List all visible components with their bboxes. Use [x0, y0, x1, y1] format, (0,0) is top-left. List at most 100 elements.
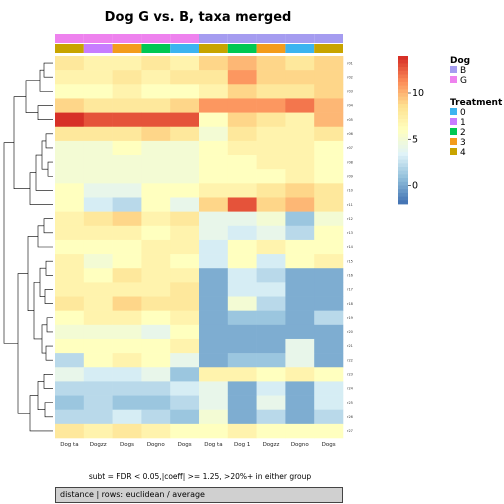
heatmap-cell: [227, 56, 257, 71]
color-scale-step: [398, 178, 408, 183]
heatmap-cell: [314, 211, 344, 227]
heatmap-cell: [83, 268, 113, 283]
heatmap-cell: [141, 310, 171, 326]
heatmap-cell: [83, 140, 113, 156]
heatmap-cell: [170, 140, 200, 156]
heatmap-cell: [314, 268, 344, 283]
heatmap-cell: [141, 367, 171, 382]
heatmap-cell: [83, 98, 113, 113]
heatmap-cell: [285, 140, 315, 156]
heatmap-cell: [314, 98, 344, 113]
heatmap-cell: [141, 98, 171, 113]
dendrogram-branch: [33, 282, 42, 340]
heatmap-cell: [227, 395, 257, 411]
heatmap-cell: [285, 98, 315, 113]
color-scale-step: [398, 126, 408, 131]
heatmap-cell: [227, 225, 257, 241]
color-scale-step: [398, 115, 408, 120]
heatmap-cell: [314, 84, 344, 99]
heatmap-cell: [141, 197, 171, 212]
footer-caption: distance | rows: euclidean / average: [55, 487, 343, 503]
heatmap-cell: [314, 423, 344, 439]
heatmap-cell: [227, 140, 257, 156]
heatmap-cell: [227, 338, 257, 354]
color-scale-step: [398, 70, 408, 75]
heatmap-cell: [112, 126, 142, 142]
treatment-annotation-cell: [170, 44, 199, 53]
row-label: r17: [347, 288, 353, 292]
heatmap-cell: [55, 211, 85, 227]
heatmap-cell: [112, 353, 142, 368]
dendrogram-branch: [43, 374, 53, 389]
heatmap-cell: [141, 211, 171, 227]
heatmap-cell: [314, 70, 344, 85]
heatmap-cell: [141, 155, 171, 170]
heatmap-cell: [170, 395, 200, 411]
heatmap-cell: [141, 169, 171, 184]
heatmap-cell: [170, 367, 200, 382]
legend-treatment-label: 0: [460, 108, 466, 118]
row-label: r02: [347, 75, 353, 79]
column-labels: Dog ta Dogzz Dogs Dogno Dogs Dog ta Dog 1 Dogzz…: [60, 442, 335, 448]
color-scale-step: [398, 141, 408, 146]
color-scale-step: [398, 192, 408, 197]
color-scale-step: [398, 56, 408, 61]
heatmap-cell: [285, 409, 315, 425]
color-scale-step: [398, 74, 408, 79]
color-scale-step: [398, 130, 408, 135]
heatmap-cell: [314, 112, 344, 128]
row-label: r04: [347, 104, 354, 108]
heatmap-cell: [112, 239, 142, 255]
heatmap-cell: [256, 395, 286, 411]
row-label: r25: [347, 401, 353, 405]
dendrogram-branch: [45, 260, 53, 276]
color-scale-tick-label: 10: [412, 88, 424, 99]
heatmap-cell: [170, 381, 200, 396]
color-scale-step: [398, 144, 408, 149]
heatmap-cell: [170, 169, 200, 184]
dendrogram-branch: [27, 236, 38, 311]
heatmap-cell: [55, 353, 85, 368]
heatmap-cell: [112, 70, 142, 85]
heatmap-cell: [199, 423, 229, 439]
heatmap-cell: [199, 56, 229, 71]
heatmap-cell: [112, 98, 142, 113]
color-scale-step: [398, 167, 408, 172]
heatmap-cell: [141, 84, 171, 99]
heatmap-cell: [314, 324, 344, 340]
row-label: r03: [347, 90, 353, 94]
heatmap-cell: [112, 367, 142, 382]
heatmap-cell: [256, 56, 286, 71]
heatmap-cell: [285, 239, 315, 255]
heatmap-cell: [199, 353, 229, 368]
heatmap-cell: [141, 381, 171, 396]
dendrogram-branch: [44, 402, 53, 418]
heatmap-cell: [199, 310, 229, 326]
heatmap-cell: [55, 254, 85, 269]
heatmap-cell: [227, 353, 257, 368]
column-label: Dogs: [120, 442, 134, 448]
heatmap-cell: [112, 112, 142, 128]
legend-dog-label: G: [460, 76, 467, 86]
heatmap-cell: [141, 70, 171, 85]
heatmap-cell: [256, 84, 286, 99]
color-scale-step: [398, 59, 408, 64]
heatmap-cell: [170, 126, 200, 142]
heatmap-cell: [256, 282, 286, 297]
heatmap-cell: [55, 56, 85, 71]
heatmap-cell: [199, 70, 229, 85]
heatmap-cell: [227, 84, 257, 99]
heatmap-cell: [314, 254, 344, 269]
heatmap-cell: [256, 338, 286, 354]
heatmap-cell: [83, 126, 113, 142]
heatmap-cell: [170, 211, 200, 227]
heatmap-cell: [55, 310, 85, 326]
column-label: Dog ta: [204, 442, 222, 448]
dendrogram-branch: [44, 289, 53, 304]
heatmap-cell: [141, 338, 171, 354]
heatmap-cell: [141, 423, 171, 439]
heatmap-cell: [227, 282, 257, 297]
heatmap-cell: [285, 338, 315, 354]
dendrogram-branch: [3, 142, 18, 344]
color-scale-step: [398, 174, 408, 179]
